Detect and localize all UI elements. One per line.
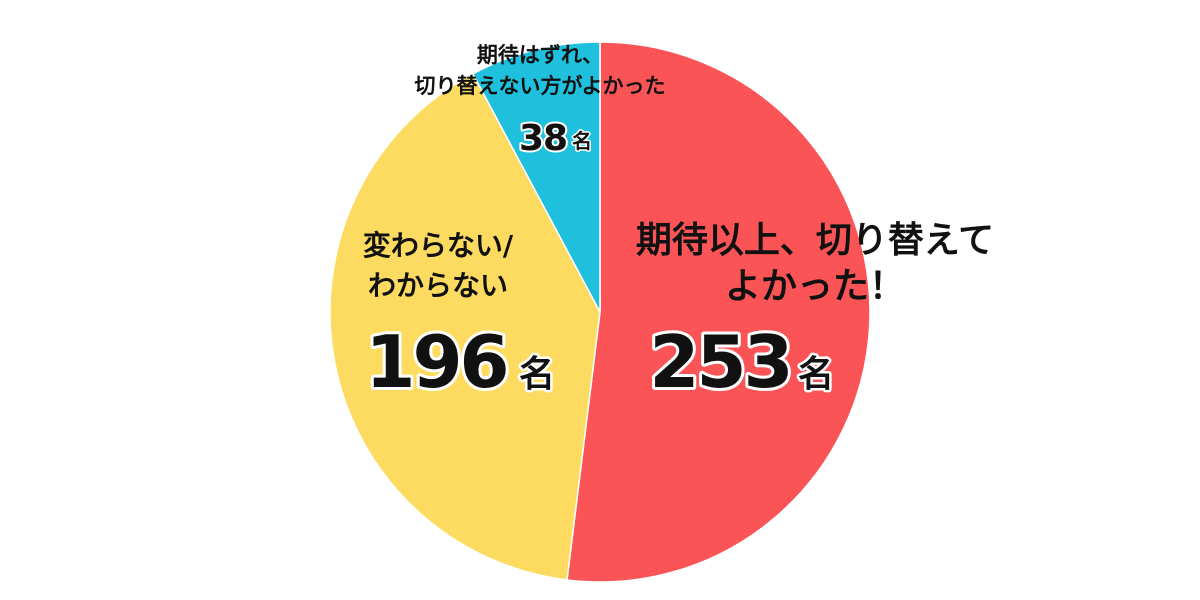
slice-label-line: 期待はずれ、 <box>477 43 603 67</box>
slice-label-line: わからない <box>368 269 508 302</box>
slice-unit: 名 <box>572 129 592 153</box>
slice-unit: 名 <box>519 354 555 395</box>
pie-slice-1 <box>329 72 601 581</box>
pie-slice-2 <box>471 41 601 313</box>
slice-label-line: 切り替えない方がよかった <box>415 74 666 98</box>
slice-label-line: よかった！ <box>725 266 905 307</box>
pie-slice-0 <box>566 41 871 583</box>
slice-label-line: 期待以上、切り替えて <box>636 220 994 261</box>
slice-value-196: 196 <box>365 320 506 404</box>
pie-labels: 期待以上、切り替えて よかった！ 253 名 変わらない/ わからない 196 … <box>362 43 994 407</box>
slice-value-253: 253 <box>649 320 790 404</box>
slice-unit: 名 <box>798 354 834 395</box>
pie-slices <box>329 41 871 583</box>
slice-label-line: 変わらない/ <box>363 229 514 262</box>
slice-value-38: 38 <box>519 118 567 159</box>
